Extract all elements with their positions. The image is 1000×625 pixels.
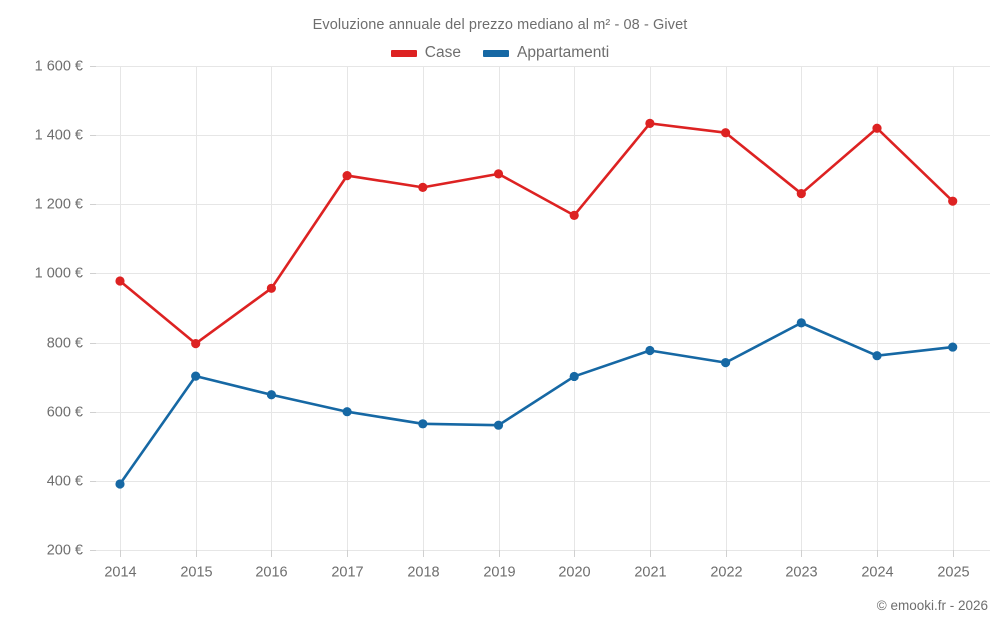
data-point[interactable] xyxy=(796,188,806,199)
data-point[interactable] xyxy=(493,420,504,430)
chart-title: Evoluzione annuale del prezzo mediano al… xyxy=(312,17,688,33)
data-point[interactable] xyxy=(342,170,352,181)
data-point[interactable] xyxy=(342,407,352,417)
legend-label-appartamenti: Appartamenti xyxy=(516,44,610,61)
data-point[interactable] xyxy=(266,390,276,400)
data-point[interactable] xyxy=(796,318,806,328)
x-axis-label: 2016 xyxy=(255,565,287,581)
data-point[interactable] xyxy=(569,210,579,220)
y-axis-label: 800 € xyxy=(47,335,83,351)
data-point[interactable] xyxy=(721,358,731,368)
data-series xyxy=(115,118,958,489)
x-axis-label: 2017 xyxy=(331,565,363,581)
series-line-case xyxy=(118,122,955,345)
x-axis-label: 2023 xyxy=(785,565,817,581)
data-point[interactable] xyxy=(645,345,655,356)
x-axis-label: 2019 xyxy=(483,565,515,581)
y-axis-label: 1 600 € xyxy=(35,58,83,74)
y-axis-label: 1 400 € xyxy=(35,127,83,143)
data-point[interactable] xyxy=(645,118,655,128)
chart-legend: Case Appartamenti xyxy=(0,44,1000,62)
copyright-credit: © emooki.fr - 2026 xyxy=(876,598,988,613)
y-axis-label: 1 000 € xyxy=(35,265,83,281)
x-axis-label: 2021 xyxy=(634,565,666,581)
x-axis-label: 2018 xyxy=(407,565,439,581)
x-axis-label: 2022 xyxy=(710,565,742,581)
series-line-appartamenti xyxy=(118,321,955,486)
y-axis-label: 200 € xyxy=(47,542,83,558)
gridlines xyxy=(96,66,990,551)
y-axis-ticks: 200 € 400 € 600 € 800 € 1 000 € 1 200 € 1 400 … xyxy=(35,58,96,558)
x-axis-ticks: 2014 2015 2016 2017 2018 2019 2020 2021 2022 2023… xyxy=(104,550,970,581)
y-axis-label: 600 € xyxy=(47,404,83,420)
data-point[interactable] xyxy=(948,196,958,206)
data-point[interactable] xyxy=(191,339,201,349)
y-axis-label: 1 200 € xyxy=(35,196,83,212)
data-point[interactable] xyxy=(115,276,125,286)
data-point[interactable] xyxy=(266,283,276,293)
x-axis-label: 2025 xyxy=(937,565,969,581)
x-axis-label: 2014 xyxy=(104,565,136,581)
x-axis-label: 2015 xyxy=(180,565,212,581)
x-axis-label: 2024 xyxy=(861,565,893,581)
legend-swatch-appartamenti xyxy=(482,49,509,57)
y-axis-label: 400 € xyxy=(47,473,83,489)
data-point[interactable] xyxy=(569,371,579,382)
data-point[interactable] xyxy=(418,419,428,429)
legend-item-case[interactable]: Case xyxy=(390,44,461,62)
legend-item-appartamenti[interactable]: Appartamenti xyxy=(482,44,610,62)
data-point[interactable] xyxy=(493,169,504,179)
data-point[interactable] xyxy=(872,123,882,133)
data-point[interactable] xyxy=(115,479,125,489)
x-axis-label: 2020 xyxy=(558,565,590,581)
data-point[interactable] xyxy=(872,351,882,361)
legend-label-case: Case xyxy=(424,44,461,61)
data-point[interactable] xyxy=(948,342,958,352)
data-point[interactable] xyxy=(191,371,201,381)
data-point[interactable] xyxy=(721,128,731,138)
legend-swatch-case xyxy=(390,49,417,57)
data-point[interactable] xyxy=(418,182,428,192)
